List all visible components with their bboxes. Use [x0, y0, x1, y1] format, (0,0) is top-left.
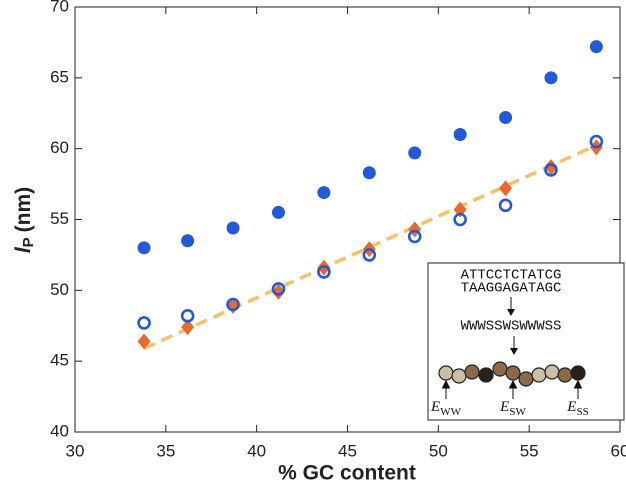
point — [181, 319, 195, 336]
inset-label-main: E — [499, 399, 509, 415]
point — [137, 241, 151, 255]
point — [544, 163, 558, 177]
x-tick-label: 35 — [156, 441, 175, 460]
y-label-main: l — [12, 246, 35, 253]
point — [271, 283, 285, 300]
y-tick-label: 70 — [50, 0, 69, 15]
point — [226, 297, 240, 312]
point — [137, 333, 151, 350]
point — [137, 316, 151, 330]
point — [408, 146, 422, 160]
x-tick-label: 45 — [338, 441, 357, 460]
y-tick-label: 50 — [50, 280, 69, 299]
y-tick-label: 45 — [50, 351, 69, 370]
inset-arrowhead — [507, 309, 515, 316]
point — [498, 198, 513, 213]
point — [317, 265, 331, 279]
inset-label-sub: SW — [509, 406, 526, 418]
point — [226, 221, 240, 235]
point — [544, 71, 558, 85]
y-tick-label: 65 — [50, 67, 69, 86]
inset-label-main: E — [566, 399, 576, 415]
point — [271, 205, 285, 219]
inset-label-sub: SS — [576, 406, 588, 418]
point — [453, 128, 467, 141]
point — [499, 111, 513, 124]
inset-label: ESW — [499, 399, 526, 417]
y-tick-label: 40 — [50, 421, 69, 440]
point — [271, 282, 286, 296]
x-tick-label: 55 — [520, 441, 539, 460]
point — [453, 212, 467, 227]
y-tick-label: 55 — [50, 209, 69, 228]
inset-top-strand: ATTCCTCTATCG — [461, 268, 562, 284]
x-tick-label: 40 — [247, 441, 266, 460]
inset-label-main: E — [430, 399, 440, 415]
point — [589, 40, 603, 54]
x-tick-label: 60 — [611, 441, 626, 460]
point — [317, 186, 331, 200]
y-label-sub: P — [20, 237, 37, 247]
point — [362, 166, 376, 180]
inset-bottom-strand: TAAGGAGATAGC — [461, 281, 562, 297]
y-tick-label: 60 — [50, 138, 69, 157]
inset-label: EWW — [430, 399, 462, 417]
point — [407, 229, 422, 244]
inset-box — [427, 262, 625, 421]
point — [181, 234, 195, 248]
inset-code: WWWSSWSWWWSS — [461, 319, 562, 335]
x-tick-label: 30 — [66, 441, 85, 460]
point — [499, 180, 513, 197]
inset-label: ESS — [566, 399, 588, 417]
point — [589, 134, 604, 149]
x-axis-label: % GC content — [278, 462, 416, 485]
y-axis-label: lP (nm) — [12, 187, 37, 253]
inset-pointers — [441, 379, 583, 399]
point — [362, 248, 377, 262]
point — [180, 309, 195, 323]
point — [544, 159, 558, 176]
inset-arrowhead — [510, 348, 518, 355]
inset-beads — [438, 361, 586, 387]
inset-label-sub: WW — [440, 406, 461, 418]
y-label-unit: (nm) — [12, 187, 35, 233]
x-tick-label: 50 — [429, 441, 448, 460]
